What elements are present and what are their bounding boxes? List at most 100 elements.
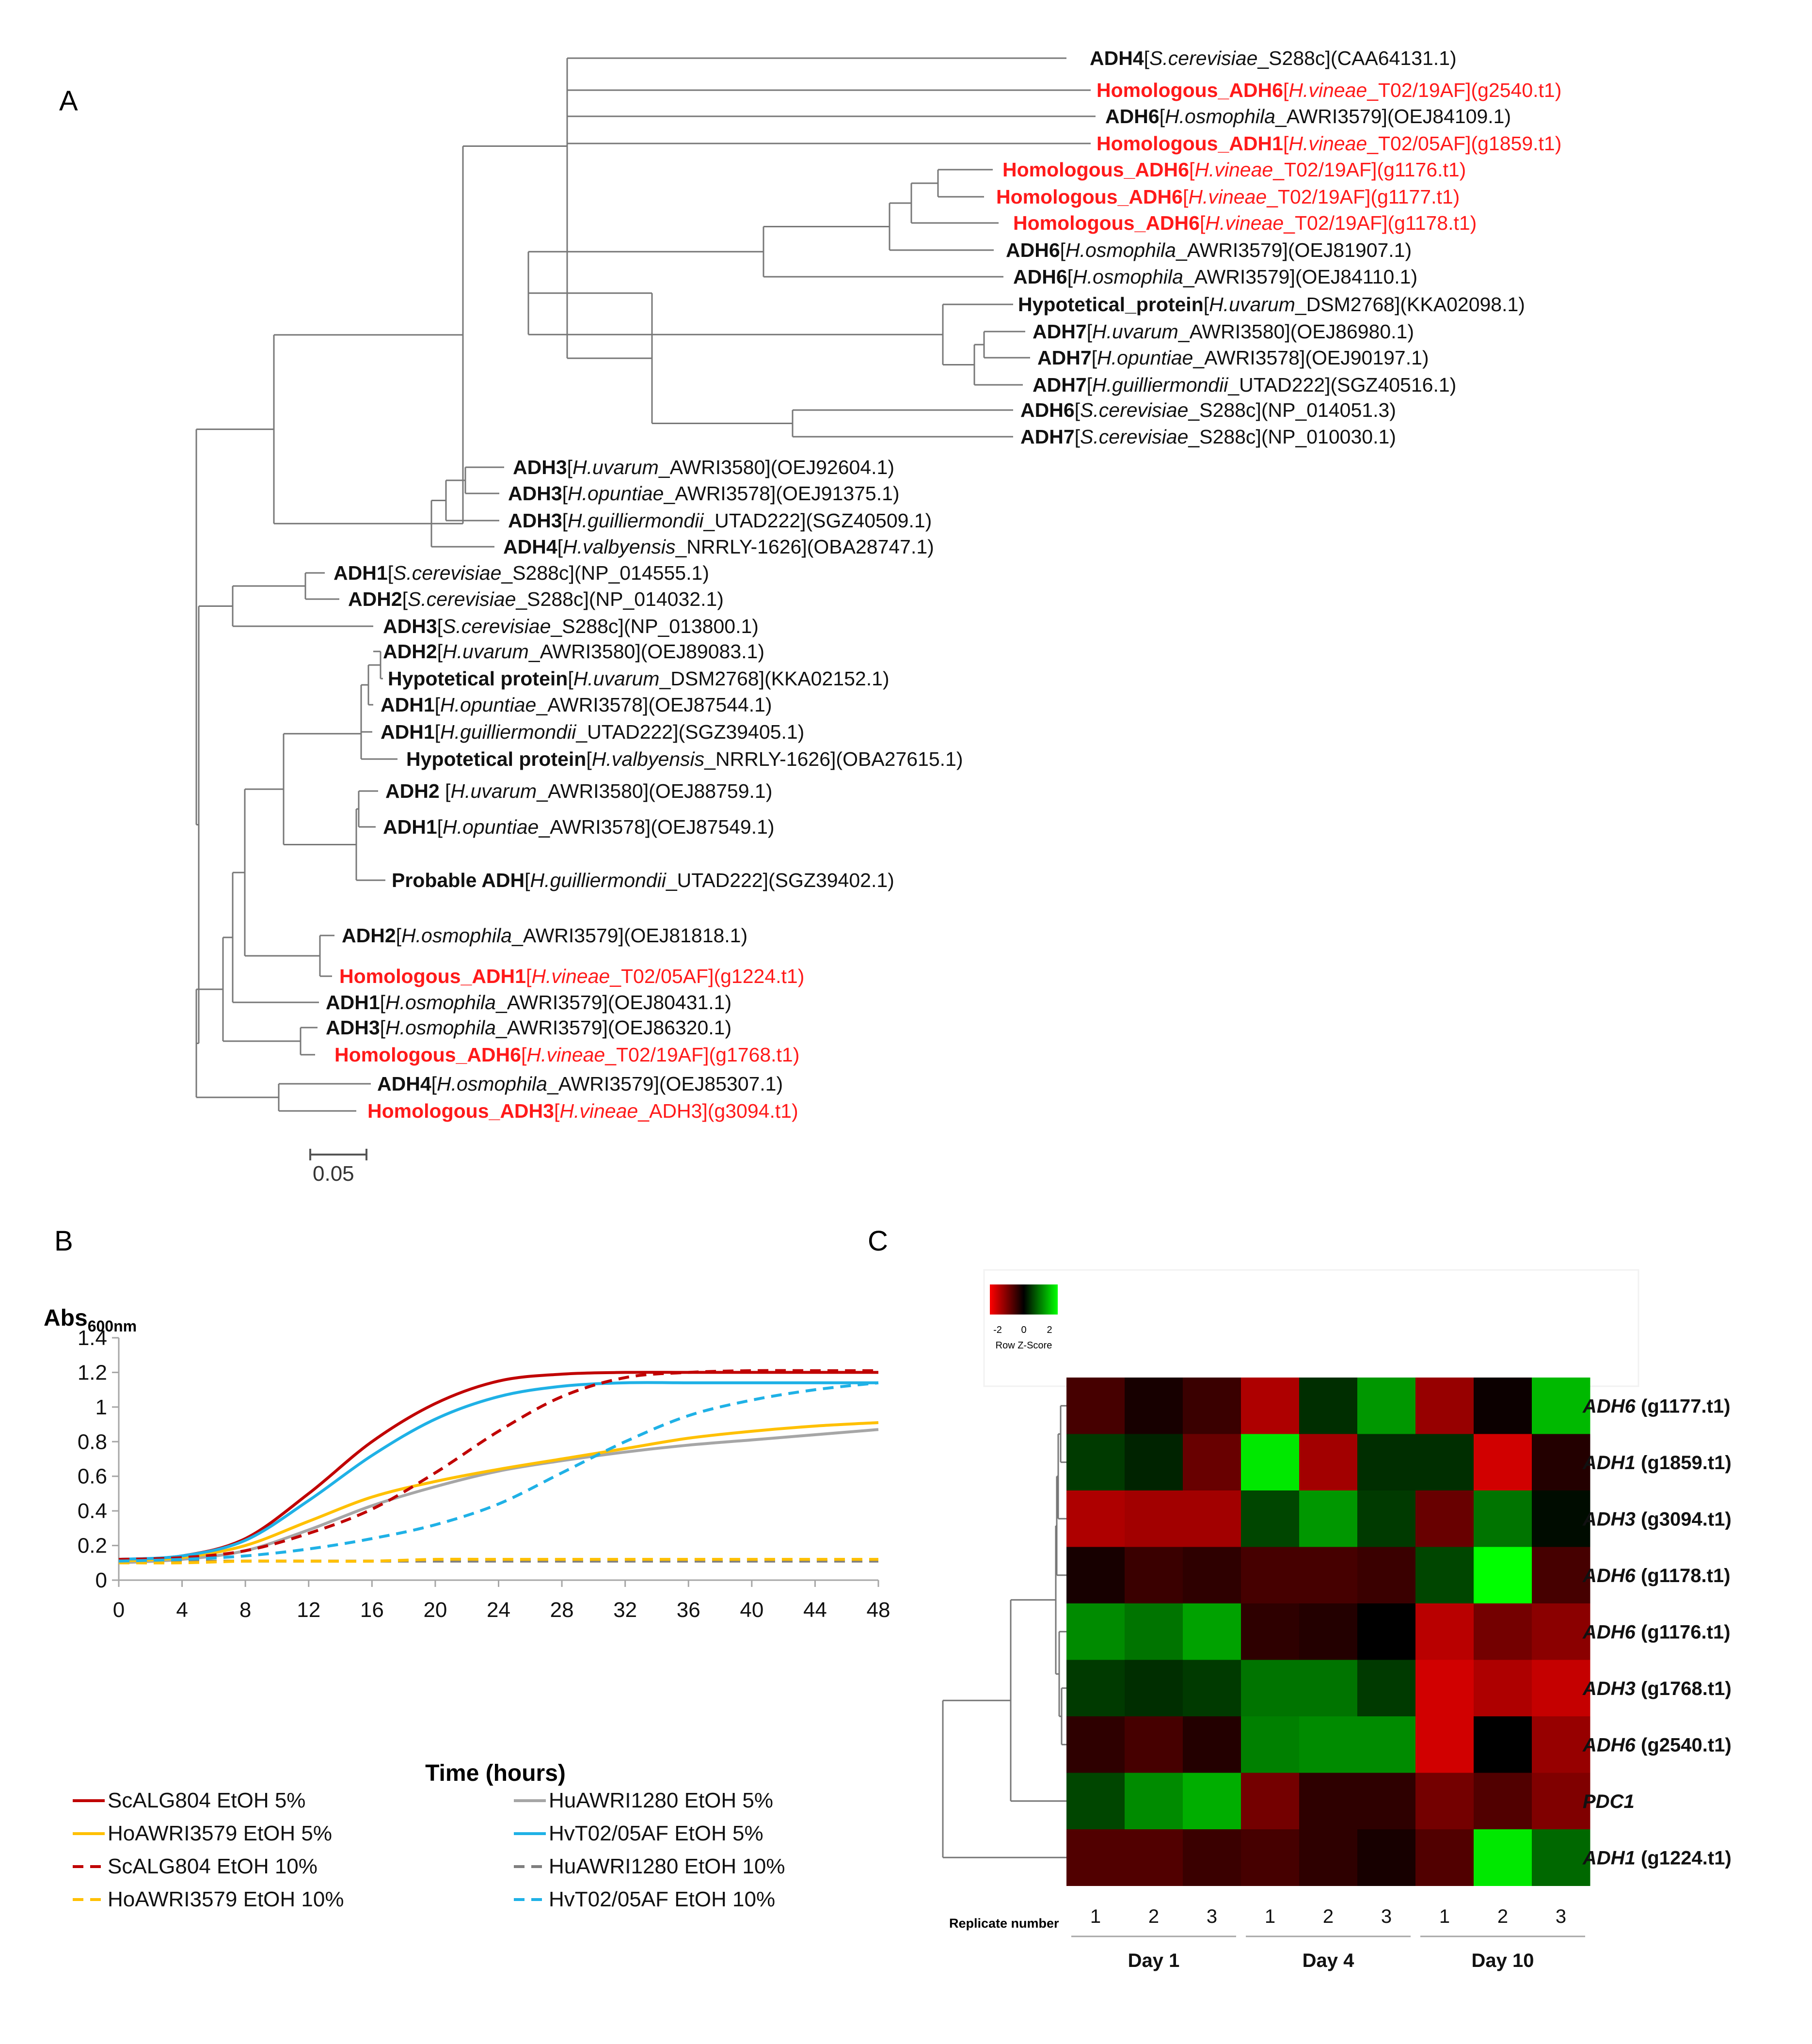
heatmap-cell [1066, 1716, 1125, 1773]
leaf-accession: (OEJ84110.1) [1295, 266, 1417, 288]
heatmap-row-id: (g1224.t1) [1636, 1847, 1732, 1869]
leaf-gene-name: ADH1 [381, 694, 435, 716]
leaf-accession: (g1859.t1) [1471, 132, 1561, 155]
leaf-strain: _UTAD222 [1227, 374, 1325, 396]
leaf-gene-name: ADH2 [383, 640, 437, 663]
heatmap-cell [1066, 1378, 1125, 1434]
leaf-bracket-open: [ [402, 588, 408, 610]
leaf-bracket-open: [ [1144, 47, 1150, 69]
legend-label: HvT02/05AF EtOH 10% [549, 1887, 775, 1911]
leaf-bracket-open: [ [435, 694, 441, 716]
leaf-strain: _UTAD222 [703, 509, 800, 532]
leaf-species-name: H.guilliermondii [530, 869, 667, 891]
leaf-bracket-open: [ [437, 640, 443, 663]
leaf-strain: _S288c [515, 588, 583, 610]
leaf-bracket-close: ] [673, 721, 678, 743]
heatmap-cell [1415, 1547, 1474, 1604]
tree-leaf-label: ADH6[H.osmophila_AWRI3579](OEJ84109.1) [1105, 105, 1511, 127]
leaf-bracket-close: ] [1382, 212, 1387, 234]
leaf-bracket-open: [ [437, 816, 443, 838]
heatmap-row-gene: ADH3 [1582, 1678, 1636, 1699]
tree-leaf-label: ADH3[H.guilliermondii_UTAD222](SGZ40509.… [508, 509, 932, 532]
leaf-strain: _AWRI3579 [511, 924, 619, 947]
series-line [118, 1381, 878, 1561]
heatmap-cell [1241, 1716, 1300, 1773]
phylogenetic-tree: ADH4[S.cerevisiae_S288c](CAA64131.1)Homo… [195, 47, 1561, 1186]
leaf-bracket-close: ] [643, 694, 648, 716]
heatmap-row-gene: ADH1 [1582, 1452, 1636, 1474]
leaf-bracket-close: ] [1371, 158, 1377, 181]
heatmap-cell [1474, 1660, 1532, 1717]
leaf-strain: _UTAD222 [575, 721, 673, 743]
heatmap-row-label: ADH6 (g1176.t1) [1582, 1621, 1731, 1643]
leaf-strain: _UTAD222 [666, 869, 763, 891]
leaf-accession: (SGZ39402.1) [768, 869, 894, 891]
replicate-tick-label: 2 [1323, 1906, 1334, 1927]
tree-leaf-label: ADH6[H.osmophila_AWRI3579](OEJ84110.1) [1013, 266, 1417, 288]
leaf-accession: (g1178.t1) [1387, 212, 1477, 234]
leaf-accession: (g3094.t1) [708, 1100, 798, 1122]
heatmap-row-id: (g1768.t1) [1636, 1678, 1732, 1699]
leaf-bracket-close: ] [1465, 132, 1471, 155]
leaf-gene-name: Hypotetical protein [406, 748, 586, 770]
leaf-bracket-open: [ [562, 482, 568, 505]
heatmap-cell [1532, 1660, 1590, 1717]
leaf-accession: (SGZ40509.1) [806, 509, 932, 532]
heatmap-cell [1415, 1660, 1474, 1717]
heatmap-cell [1183, 1660, 1241, 1717]
leaf-gene-name: ADH7 [1033, 374, 1087, 396]
leaf-gene-name: ADH7 [1037, 347, 1092, 369]
leaf-gene-name: ADH3 [508, 482, 562, 505]
leaf-strain: _T02/19AF [1367, 79, 1465, 101]
leaf-strain: _AWRI3579 [495, 991, 603, 1014]
leaf-species-name: H.vineae [1188, 186, 1267, 208]
leaf-bracket-open: [ [526, 965, 532, 987]
leaf-species-name: S.cerevisiae [1080, 399, 1188, 421]
heatmap-cell [1125, 1378, 1183, 1434]
heatmap-cell [1474, 1829, 1532, 1886]
x-tick-label: 40 [740, 1598, 763, 1622]
leaf-gene-name: Hypotetical protein [388, 667, 568, 690]
heatmap-cell [1474, 1547, 1532, 1604]
heatmap-cell [1532, 1603, 1590, 1660]
leaf-bracket-open: [ [380, 991, 386, 1014]
tree-leaf-label: Homologous_ADH6[H.vineae_T02/19AF](g2540… [1097, 79, 1561, 101]
heatmap-row-label: ADH1 (g1224.t1) [1582, 1847, 1732, 1869]
leaf-bracket-close: ] [653, 1073, 659, 1095]
leaf-strain: _AWRI3579 [1183, 266, 1290, 288]
leaf-bracket-open: [ [1087, 374, 1093, 396]
leaf-bracket-close: ] [618, 615, 623, 637]
leaf-strain: _AWRI3580 [528, 640, 636, 663]
tree-leaf-label: Homologous_ADH6[H.vineae_T02/19AF](g1768… [334, 1044, 799, 1066]
leaf-bracket-close: ] [1325, 47, 1330, 69]
heatmap-cell [1415, 1603, 1474, 1660]
leaf-bracket-close: ] [583, 588, 588, 610]
leaf-bracket-close: ] [643, 780, 649, 802]
leaf-gene-name: ADH3 [513, 456, 567, 478]
leaf-bracket-close: ] [635, 640, 640, 663]
legend-label: ScALG804 EtOH 10% [108, 1854, 318, 1878]
leaf-strain: _T02/19AF [604, 1044, 703, 1066]
x-tick-label: 4 [176, 1598, 188, 1622]
day-group-label: Day 1 [1128, 1950, 1180, 1971]
x-tick-label: 28 [550, 1598, 574, 1622]
leaf-bracket-open: [ [388, 562, 394, 584]
leaf-strain: _AWRI3580 [658, 456, 765, 478]
leaf-accession: (OEJ92604.1) [771, 456, 894, 478]
heatmap-row-id: (g3094.t1) [1636, 1508, 1732, 1530]
leaf-bracket-close: ] [1465, 79, 1471, 101]
heatmap-cell [1241, 1490, 1300, 1547]
leaf-accession: (OEJ87544.1) [648, 694, 772, 716]
heatmap-row-gene: ADH6 [1582, 1565, 1636, 1586]
heatmap-row-gene: ADH6 [1582, 1395, 1636, 1417]
leaf-bracket-open: [ [525, 869, 530, 891]
replicate-number-label: Replicate number [949, 1916, 1059, 1931]
leaf-species-name: H.guilliermondii [440, 721, 577, 743]
heatmap-row-label: ADH3 (g1768.t1) [1582, 1678, 1732, 1699]
replicate-tick-label: 2 [1148, 1906, 1159, 1927]
x-tick-label: 8 [239, 1598, 251, 1622]
heatmap-cell [1415, 1773, 1474, 1830]
leaf-strain: _ADH3 [637, 1100, 702, 1122]
heatmap-cell [1299, 1660, 1358, 1717]
tree-leaf-label: ADH2[S.cerevisiae_S288c](NP_014032.1) [348, 588, 724, 610]
